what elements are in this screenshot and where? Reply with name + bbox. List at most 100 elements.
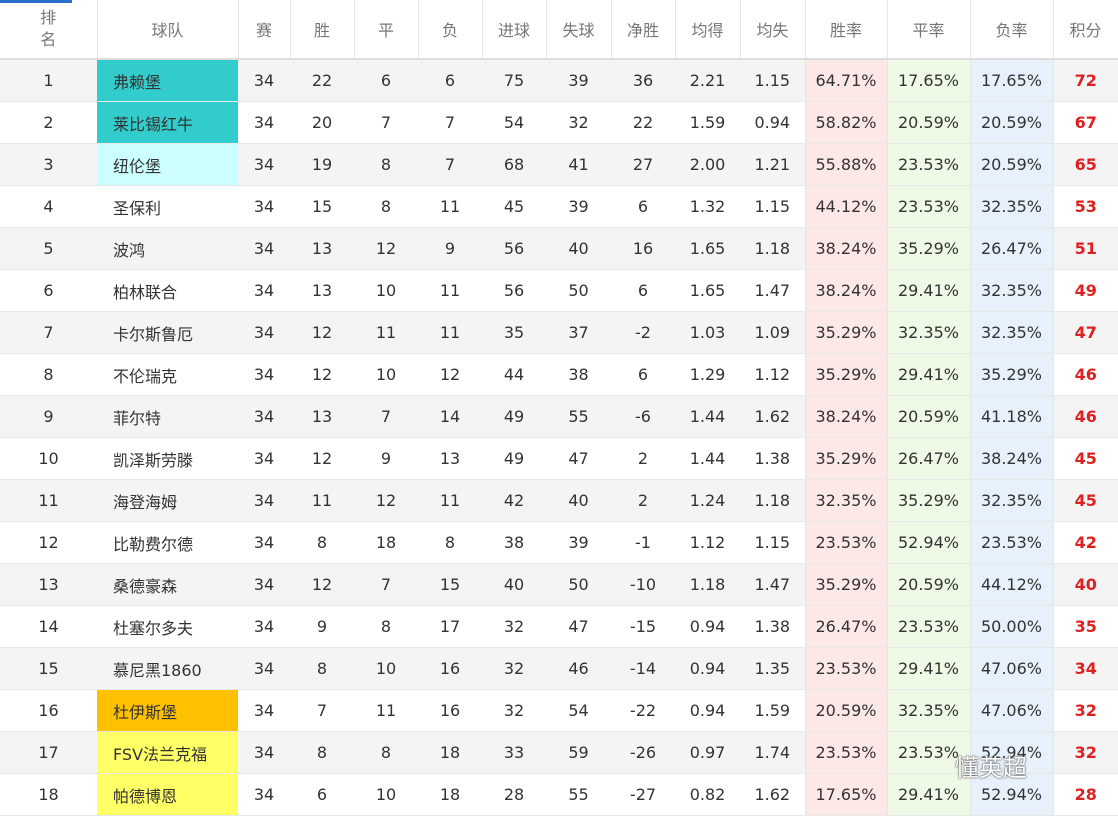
table-row: 4 圣保利 34 15 8 11 45 39 6 1.32 1.15 44.12% 23.53% 32.3… xyxy=(0,185,1118,228)
table-cell: 35 xyxy=(1052,605,1118,648)
table-cell: 26.47% xyxy=(969,227,1053,270)
table-cell: 32 xyxy=(1052,689,1118,732)
team-cell: 波鸿 xyxy=(97,227,238,270)
column-header: 负率 xyxy=(970,0,1054,60)
table-cell: 47.06% xyxy=(969,647,1053,690)
table-cell: 38.24% xyxy=(804,395,887,438)
table-cell: 3 xyxy=(0,143,97,186)
table-cell: 34 xyxy=(238,185,290,228)
table-cell: 72 xyxy=(1052,59,1118,102)
table-cell: 46 xyxy=(546,647,611,690)
table-cell: 40 xyxy=(546,479,611,522)
table-row: 2 莱比锡红牛 34 20 7 7 54 32 22 1.59 0.94 58.82% 20.59% 20… xyxy=(0,101,1118,144)
table-cell: 8 xyxy=(290,731,354,774)
table-cell: 11 xyxy=(418,311,482,354)
table-cell: 22 xyxy=(611,101,675,144)
table-cell: 34 xyxy=(238,437,290,480)
header-text: 排名 xyxy=(40,8,57,49)
table-cell: 35.29% xyxy=(804,437,887,480)
table-cell: 32 xyxy=(1052,731,1118,774)
table-cell: 11 xyxy=(0,479,97,522)
tab-indicator xyxy=(0,0,72,3)
table-cell: 6 xyxy=(611,269,675,312)
table-cell: 44 xyxy=(482,353,546,396)
table-cell: 11 xyxy=(354,311,418,354)
column-header: 胜 xyxy=(290,0,355,60)
table-cell: 18 xyxy=(418,731,482,774)
table-cell: 16 xyxy=(418,689,482,732)
header-text: 净胜 xyxy=(626,21,659,40)
table-cell: 34 xyxy=(238,647,290,690)
table-row: 13 桑德豪森 34 12 7 15 40 50 -10 1.18 1.47 35.29% 20.59%… xyxy=(0,563,1118,606)
table-cell: 35.29% xyxy=(969,353,1053,396)
table-cell: 10 xyxy=(354,353,418,396)
table-cell: 45 xyxy=(1052,479,1118,522)
table-cell: 45 xyxy=(1052,437,1118,480)
table-cell: 9 xyxy=(290,605,354,648)
table-cell: 35.29% xyxy=(886,227,970,270)
table-cell: 1.44 xyxy=(675,395,740,438)
table-cell: 12 xyxy=(418,353,482,396)
watermark: 懂英超 xyxy=(955,754,1027,782)
table-cell: 1.38 xyxy=(740,437,805,480)
table-cell: 47 xyxy=(1052,311,1118,354)
table-cell: 1.47 xyxy=(740,563,805,606)
table-cell: 4 xyxy=(0,185,97,228)
table-cell: 39 xyxy=(546,521,611,564)
table-cell: 17.65% xyxy=(969,59,1053,102)
header-text: 积分 xyxy=(1069,21,1102,40)
header-text: 均失 xyxy=(756,21,789,40)
table-row: 16 杜伊斯堡 34 7 11 16 32 54 -22 0.94 1.59 20.59% 32.35%… xyxy=(0,689,1118,732)
table-cell: 1.21 xyxy=(740,143,805,186)
table-row: 3 纽伦堡 34 19 8 7 68 41 27 2.00 1.21 55.88% 23.53% 20.5… xyxy=(0,143,1118,186)
table-cell: 8 xyxy=(354,605,418,648)
team-cell: 纽伦堡 xyxy=(97,143,238,186)
table-row: 8 不伦瑞克 34 12 10 12 44 38 6 1.29 1.12 35.29% 29.41% 35… xyxy=(0,353,1118,396)
header-text: 平 xyxy=(377,21,394,40)
header-text: 胜率 xyxy=(829,21,862,40)
table-cell: 46 xyxy=(1052,395,1118,438)
table-cell: 8 xyxy=(290,647,354,690)
table-cell: 20 xyxy=(290,101,354,144)
table-cell: 55 xyxy=(546,773,611,816)
table-cell: 1.18 xyxy=(740,227,805,270)
table-cell: 20.59% xyxy=(804,689,887,732)
table-cell: 35.29% xyxy=(804,353,887,396)
table-cell: 11 xyxy=(354,689,418,732)
team-cell: 桑德豪森 xyxy=(97,563,238,606)
header-text: 胜 xyxy=(313,21,330,40)
table-cell: 41 xyxy=(546,143,611,186)
table-cell: 1.35 xyxy=(740,647,805,690)
table-cell: 10 xyxy=(0,437,97,480)
table-cell: 28 xyxy=(1052,773,1118,816)
table-cell: 13 xyxy=(418,437,482,480)
table-cell: 10 xyxy=(354,269,418,312)
table-cell: 23.53% xyxy=(886,731,970,774)
team-cell: 比勒费尔德 xyxy=(97,521,238,564)
column-header: 排名 xyxy=(0,0,98,60)
table-cell: 39 xyxy=(546,59,611,102)
table-cell: 1.65 xyxy=(675,269,740,312)
table-cell: 32 xyxy=(482,647,546,690)
table-cell: -10 xyxy=(611,563,675,606)
table-cell: 47 xyxy=(546,437,611,480)
table-cell: 17 xyxy=(418,605,482,648)
table-cell: 46 xyxy=(1052,353,1118,396)
table-cell: 8 xyxy=(354,731,418,774)
table-cell: 14 xyxy=(418,395,482,438)
table-cell: 19 xyxy=(290,143,354,186)
table-cell: 2 xyxy=(611,479,675,522)
table-cell: 37 xyxy=(546,311,611,354)
table-cell: 1.15 xyxy=(740,59,805,102)
table-cell: 1.62 xyxy=(740,773,805,816)
table-cell: -22 xyxy=(611,689,675,732)
table-cell: 23.53% xyxy=(886,605,970,648)
table-cell: 35 xyxy=(482,311,546,354)
table-cell: 1.38 xyxy=(740,605,805,648)
table-cell: 47.06% xyxy=(969,689,1053,732)
table-cell: 45 xyxy=(482,185,546,228)
table-cell: 15 xyxy=(290,185,354,228)
table-cell: 26.47% xyxy=(886,437,970,480)
header-text: 平率 xyxy=(912,21,945,40)
